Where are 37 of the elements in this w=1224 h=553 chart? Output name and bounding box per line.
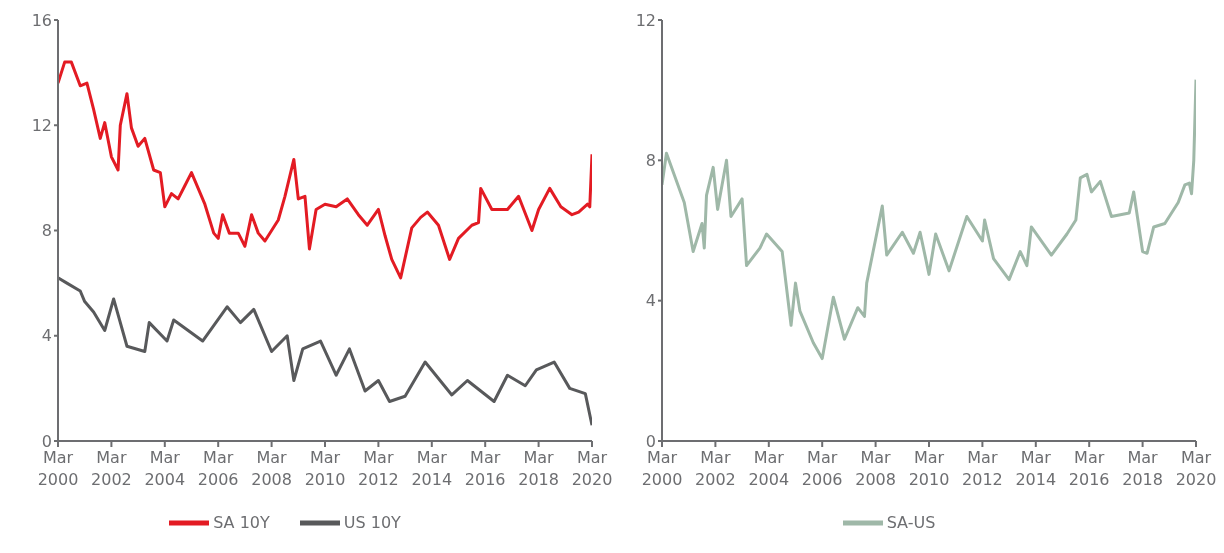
y-tick-label: 0 <box>41 431 52 451</box>
x-tick-label: Mar 2008 <box>855 448 896 489</box>
y-tick-label: 16 <box>31 10 52 30</box>
x-tick-label: Mar 2000 <box>37 448 79 489</box>
x-tick-label: Mar 2008 <box>251 448 292 489</box>
x-tick-label: Mar 2016 <box>464 448 506 489</box>
legend-label: SA-US <box>886 512 936 532</box>
x-tick-label: Mar 2020 <box>571 448 613 489</box>
x-tick-label: Mar 2006 <box>801 448 843 489</box>
y-tick-label: 8 <box>41 221 52 241</box>
x-tick-label: Mar 2012 <box>358 448 399 489</box>
x-tick-label: Mar 2018 <box>1122 448 1163 489</box>
x-tick-label: Mar 2000 <box>641 448 683 489</box>
y-tick-label: 12 <box>635 10 656 30</box>
x-tick-label: Mar 2016 <box>1068 448 1110 489</box>
y-tick-label: 8 <box>645 151 656 171</box>
x-tick-label: Mar 2004 <box>748 448 790 489</box>
line-series <box>662 78 1196 361</box>
line-series <box>58 60 592 280</box>
line-series <box>58 276 592 427</box>
x-tick-label: Mar 2018 <box>518 448 559 489</box>
x-tick-label: Mar 2010 <box>304 448 346 489</box>
x-tick-label: Mar 2004 <box>144 448 186 489</box>
y-tick-label: 4 <box>41 326 52 346</box>
x-tick-label: Mar 2002 <box>695 448 736 489</box>
legend-label: US 10Y <box>343 512 401 532</box>
x-tick-label: Mar 2014 <box>1015 448 1057 489</box>
legend-label: SA 10Y <box>213 512 270 532</box>
y-tick-label: 12 <box>31 115 52 135</box>
x-tick-label: Mar 2014 <box>411 448 453 489</box>
y-tick-label: 4 <box>645 291 656 311</box>
x-tick-label: Mar 2002 <box>91 448 132 489</box>
x-tick-label: Mar 2012 <box>962 448 1003 489</box>
x-tick-label: Mar 2010 <box>908 448 950 489</box>
x-tick-label: Mar 2020 <box>1175 448 1217 489</box>
x-tick-label: Mar 2006 <box>197 448 239 489</box>
y-tick-label: 0 <box>645 431 656 451</box>
